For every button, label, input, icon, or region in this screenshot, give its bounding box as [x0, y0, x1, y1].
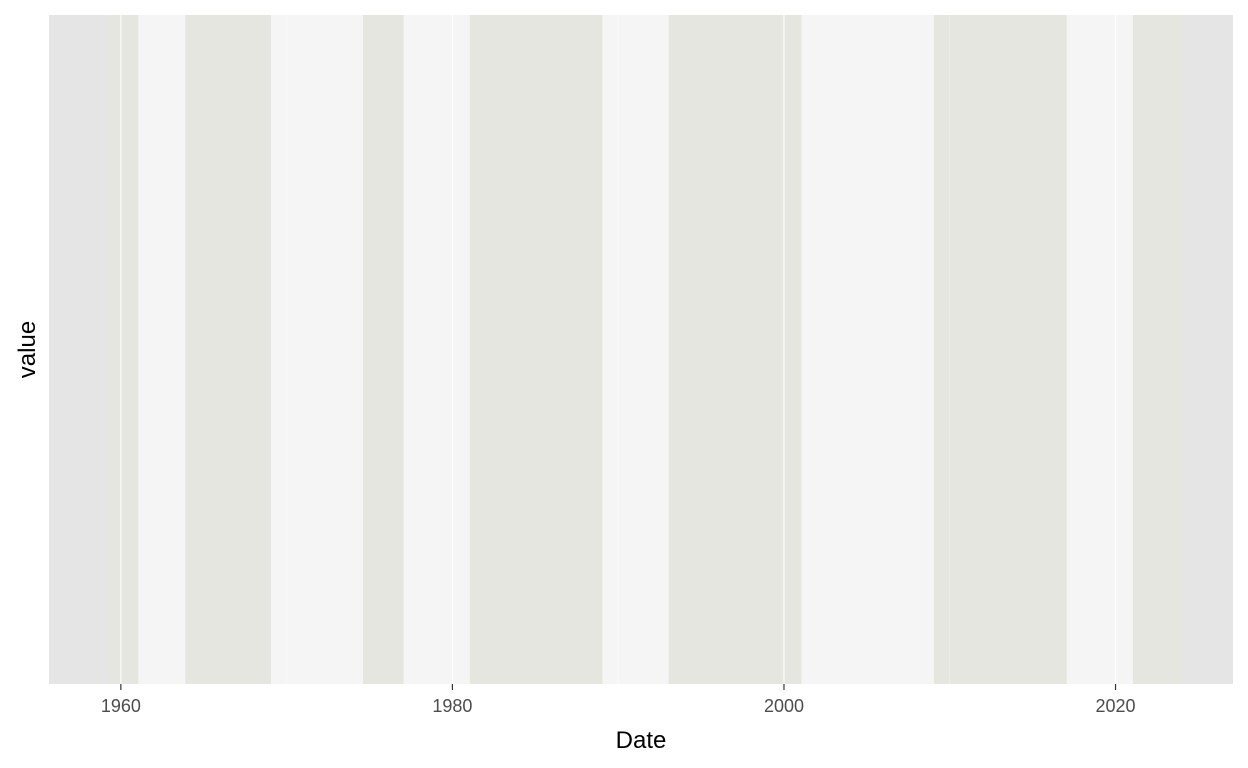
shaded-period-4	[362, 15, 404, 684]
x-tick-label-3: 2020	[1096, 696, 1136, 716]
shaded-period-2	[185, 15, 271, 684]
shaded-period-3	[270, 15, 363, 684]
shaded-period-5	[403, 15, 470, 684]
x-tick-label-1: 1980	[432, 696, 472, 716]
shaded-period-10	[934, 15, 1067, 684]
shaded-period-1	[138, 15, 186, 684]
shaded-period-6	[469, 15, 603, 684]
shaded-period-12	[1133, 15, 1182, 684]
shaded-period-11	[1066, 15, 1134, 684]
x-tick-label-0: 1960	[101, 696, 141, 716]
y-axis-title: value	[14, 321, 41, 378]
x-axis-ticks: 1960 1980 2000 2020	[101, 684, 1136, 716]
shaded-period-8	[668, 15, 802, 684]
shaded-period-7	[602, 15, 669, 684]
gridlines	[120, 15, 1117, 684]
x-axis-title: Date	[616, 727, 667, 754]
shaded-period-0	[108, 15, 139, 684]
shaded-period-9	[801, 15, 935, 684]
x-tick-label-2: 2000	[764, 696, 804, 716]
shaded-periods	[108, 15, 1182, 684]
